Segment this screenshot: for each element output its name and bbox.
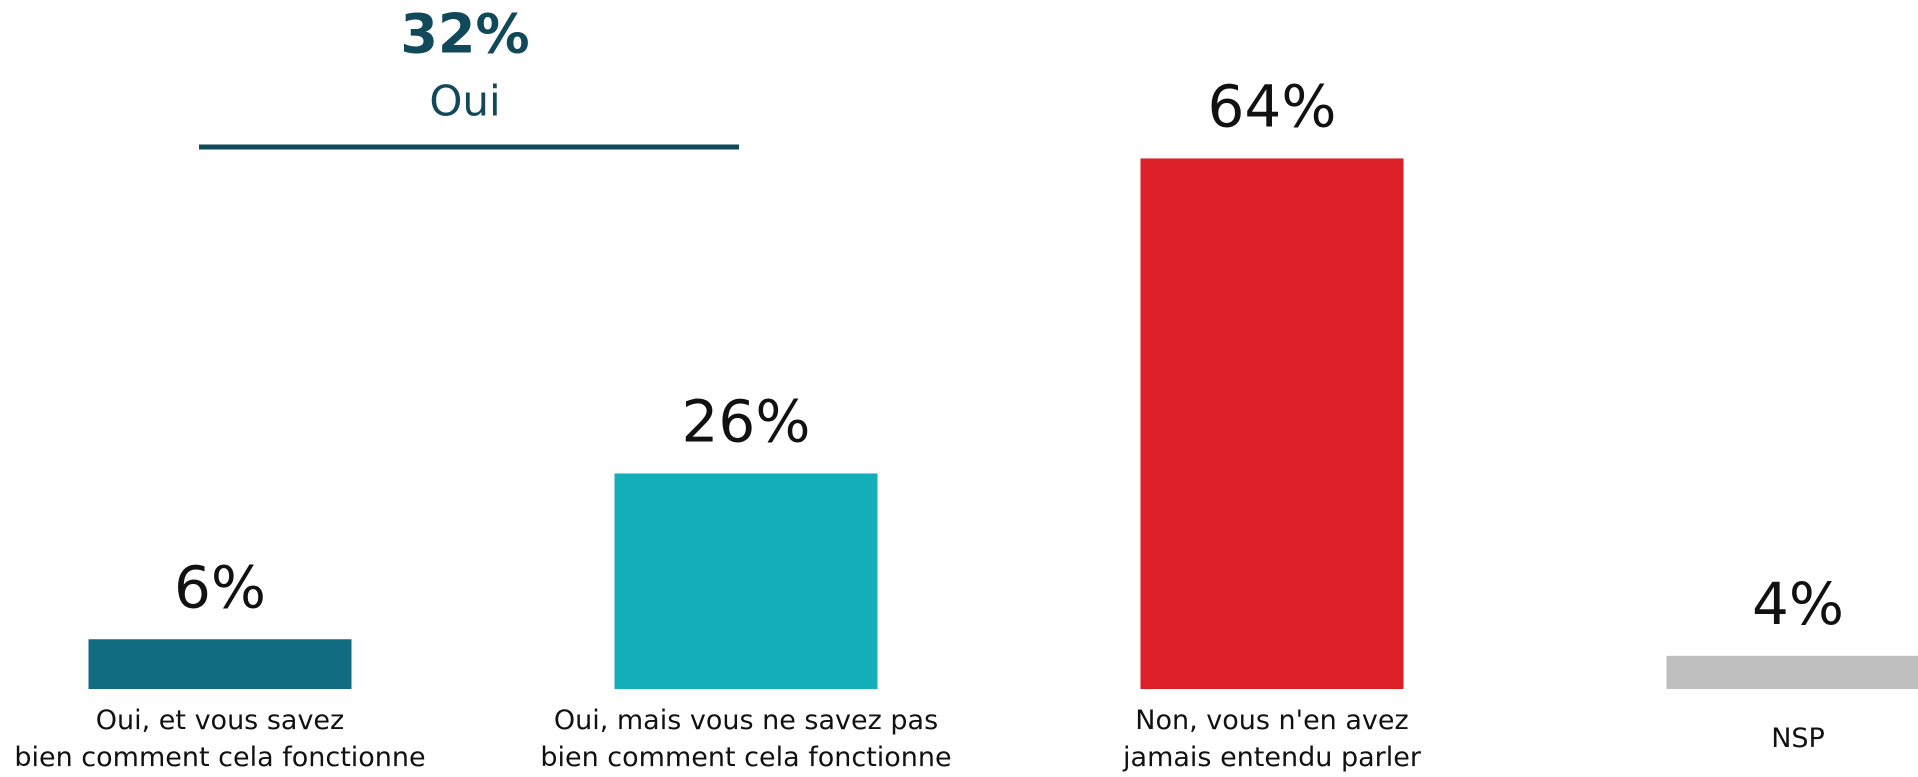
bar <box>88 639 352 689</box>
group-value: 32% <box>400 3 529 66</box>
bar <box>1666 655 1918 689</box>
category-label: Oui, mais vous ne savez pas bien comment… <box>540 704 952 773</box>
category-label: Oui, et vous savez bien comment cela fon… <box>14 704 426 773</box>
bar <box>1140 158 1404 689</box>
value-label: 4% <box>1752 570 1844 638</box>
category-label: Non, vous n'en avez jamais entendu parle… <box>1123 704 1421 773</box>
category-label: NSP <box>1771 723 1825 754</box>
value-label: 6% <box>174 553 266 621</box>
value-label: 26% <box>682 388 811 456</box>
bar <box>614 473 878 689</box>
group-label: Oui <box>429 77 500 126</box>
value-label: 64% <box>1208 73 1337 141</box>
